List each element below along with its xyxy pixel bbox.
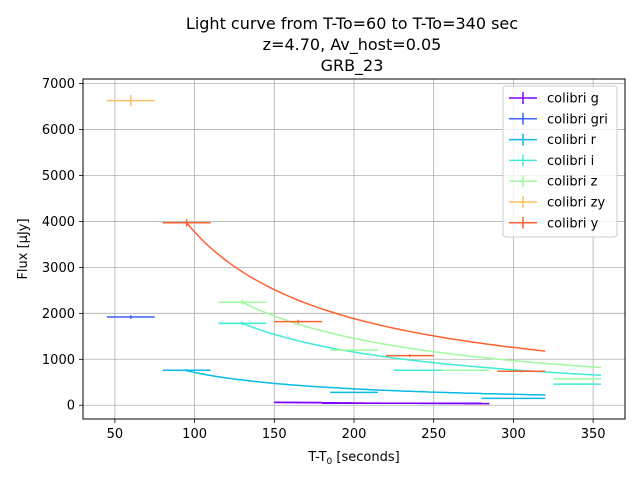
decay-curve [162, 222, 546, 352]
y-tick-label: 7000 [42, 77, 75, 92]
legend-entry: colibri y [509, 216, 599, 231]
series-colibri-y [162, 219, 546, 373]
legend-label: colibri gri [547, 112, 608, 127]
data-point [553, 378, 602, 380]
y-tick-label: 1000 [42, 353, 75, 368]
legend-entry: colibri zy [509, 196, 605, 211]
y-tick-label: 3000 [42, 261, 75, 276]
y-tick-label: 2000 [42, 307, 75, 322]
data-point [106, 95, 155, 107]
data-point [162, 369, 211, 372]
legend-entry: colibri i [509, 154, 594, 169]
chart-title: Light curve from T-To=60 to T-To=340 sec… [186, 14, 518, 76]
x-tick-label: 350 [581, 427, 606, 442]
legend-label: colibri y [547, 216, 599, 231]
legend-entry: colibri z [509, 175, 598, 190]
data-point [330, 348, 378, 352]
data-point [481, 397, 546, 400]
decay-curve [186, 370, 546, 396]
legend-entry: colibri g [509, 92, 599, 107]
data-point [322, 402, 482, 405]
series-colibri-z [218, 300, 602, 380]
y-tick-label: 6000 [42, 123, 75, 138]
data-point [330, 391, 378, 394]
title-line-2: z=4.70, Av_host=0.05 [263, 35, 442, 55]
series-colibri-zy [106, 95, 155, 107]
y-tick-label: 5000 [42, 169, 75, 184]
x-tick-label: 50 [107, 427, 124, 442]
title-line-1: Light curve from T-To=60 to T-To=340 sec [186, 14, 518, 33]
x-tick-label: 300 [501, 427, 526, 442]
data-point [497, 370, 546, 373]
data-point [441, 369, 490, 372]
data-point [553, 383, 602, 385]
data-point [274, 319, 323, 324]
plot-frame [82, 78, 626, 420]
y-axis-ticks: 0 1000 2000 3000 4000 5000 6000 7000 [42, 77, 83, 414]
x-tick-label: 150 [262, 427, 287, 442]
x-tick-label: 100 [182, 427, 207, 442]
data-point [218, 321, 267, 326]
x-tick-label: 250 [421, 427, 446, 442]
series-colibri-r [162, 369, 546, 400]
y-tick-label: 0 [67, 399, 75, 414]
y-axis-label: Flux [μJy] [16, 218, 31, 279]
legend-label: colibri r [547, 133, 597, 148]
series-colibri-gri [106, 315, 155, 319]
plot-series [106, 95, 602, 405]
title-line-3: GRB_23 [321, 56, 384, 76]
x-axis-ticks: 50 100 150 200 250 300 350 [107, 419, 606, 442]
legend-label: colibri z [547, 175, 598, 190]
data-point [393, 369, 442, 372]
legend-entry: colibri gri [509, 112, 608, 127]
x-axis-label: T-T0 [seconds] [307, 450, 399, 467]
series-colibri-g [274, 401, 490, 405]
legend: colibri g colibri gri colibri r colibri i co… [502, 85, 618, 238]
legend-label: colibri zy [547, 196, 605, 211]
legend-box [502, 85, 618, 238]
x-tick-label: 200 [342, 427, 367, 442]
legend-label: colibri i [547, 154, 594, 169]
y-tick-label: 4000 [42, 215, 75, 230]
legend-label: colibri g [547, 92, 599, 107]
data-point [274, 401, 323, 404]
data-point [385, 354, 434, 357]
decay-curve [218, 301, 602, 369]
data-point [106, 315, 155, 319]
legend-entry: colibri r [509, 133, 597, 148]
data-point [162, 219, 211, 227]
data-point [218, 300, 267, 305]
